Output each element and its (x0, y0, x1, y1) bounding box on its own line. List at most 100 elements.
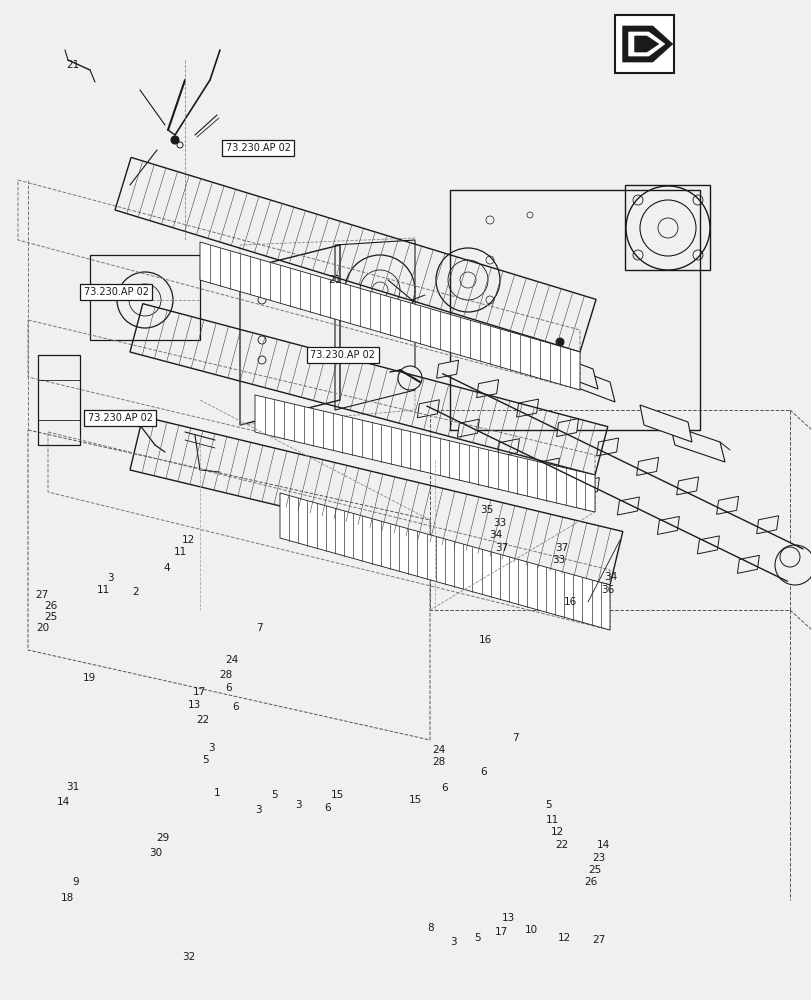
Text: 6: 6 (324, 803, 330, 813)
Polygon shape (697, 536, 719, 554)
Text: 19: 19 (83, 673, 96, 683)
Text: 3: 3 (449, 937, 456, 947)
Text: 73.230.AP 02: 73.230.AP 02 (310, 350, 375, 360)
Circle shape (397, 366, 422, 390)
Text: 34: 34 (603, 572, 616, 582)
Text: 32: 32 (182, 952, 195, 962)
Circle shape (774, 545, 811, 585)
Text: 2: 2 (132, 587, 139, 597)
Text: 14: 14 (57, 797, 70, 807)
Polygon shape (457, 419, 478, 437)
Polygon shape (616, 497, 638, 515)
Text: 17: 17 (495, 927, 508, 937)
Text: 6: 6 (441, 783, 448, 793)
Polygon shape (639, 405, 691, 442)
Text: 12: 12 (182, 535, 195, 545)
Circle shape (564, 351, 571, 359)
Polygon shape (564, 365, 614, 402)
Text: 17: 17 (192, 687, 205, 697)
Text: 22: 22 (555, 840, 568, 850)
Text: 16: 16 (563, 597, 576, 607)
Text: 12: 12 (550, 827, 563, 837)
Text: 6: 6 (225, 683, 232, 693)
Polygon shape (669, 425, 724, 462)
Polygon shape (436, 360, 458, 378)
Text: 3: 3 (295, 800, 302, 810)
Text: 5: 5 (474, 933, 480, 943)
Text: 6: 6 (479, 767, 486, 777)
Text: 26: 26 (584, 877, 597, 887)
Text: 25: 25 (45, 612, 58, 622)
Bar (615, 15, 673, 73)
Text: 73.230.AP 02: 73.230.AP 02 (225, 143, 290, 153)
Text: 23: 23 (592, 853, 605, 863)
Text: 15: 15 (409, 795, 422, 805)
Text: 28: 28 (219, 670, 232, 680)
Polygon shape (736, 555, 758, 573)
Polygon shape (577, 478, 599, 496)
Text: 22: 22 (196, 715, 209, 725)
Text: 11: 11 (545, 815, 558, 825)
Text: 29: 29 (156, 833, 169, 843)
Text: 7: 7 (256, 623, 263, 633)
Text: 20: 20 (36, 623, 49, 633)
Text: 33: 33 (551, 555, 564, 565)
Text: 3: 3 (255, 805, 261, 815)
Text: 27: 27 (36, 590, 49, 600)
Text: 24: 24 (431, 745, 444, 755)
Text: 21: 21 (328, 275, 341, 285)
Text: 1: 1 (214, 788, 221, 798)
Text: 7: 7 (512, 733, 518, 743)
Text: 8: 8 (427, 923, 433, 933)
Text: 26: 26 (45, 601, 58, 611)
Polygon shape (255, 395, 594, 512)
Text: 4: 4 (163, 563, 169, 573)
Text: 9: 9 (72, 877, 79, 887)
Polygon shape (596, 438, 618, 456)
Text: 11: 11 (174, 547, 187, 557)
Text: 10: 10 (525, 925, 538, 935)
Polygon shape (622, 26, 672, 62)
Polygon shape (628, 32, 664, 56)
Polygon shape (280, 493, 609, 630)
Polygon shape (547, 352, 597, 389)
Text: 12: 12 (557, 933, 570, 943)
Text: 33: 33 (493, 518, 506, 528)
Text: 21: 21 (67, 60, 79, 70)
Polygon shape (516, 399, 538, 417)
Polygon shape (756, 516, 778, 534)
Circle shape (556, 338, 564, 346)
Text: 35: 35 (480, 505, 493, 515)
Circle shape (171, 136, 178, 144)
Text: 73.230.AP 02: 73.230.AP 02 (84, 287, 148, 297)
Polygon shape (657, 516, 679, 534)
Polygon shape (537, 458, 559, 476)
Text: 27: 27 (592, 935, 605, 945)
Text: 31: 31 (67, 782, 79, 792)
Text: 5: 5 (271, 790, 277, 800)
Text: 13: 13 (501, 913, 514, 923)
Polygon shape (556, 419, 578, 437)
Text: 73.230.AP 02: 73.230.AP 02 (88, 413, 152, 423)
Text: 28: 28 (431, 757, 444, 767)
Text: 24: 24 (225, 655, 238, 665)
Text: 37: 37 (555, 543, 568, 553)
Text: 3: 3 (107, 573, 114, 583)
Polygon shape (716, 496, 738, 514)
Text: 16: 16 (478, 635, 491, 645)
Text: 5: 5 (544, 800, 551, 810)
Text: 30: 30 (149, 848, 162, 858)
Text: 37: 37 (495, 543, 508, 553)
Polygon shape (634, 36, 658, 52)
Text: 34: 34 (488, 530, 501, 540)
Polygon shape (636, 457, 658, 475)
Polygon shape (417, 400, 439, 418)
Polygon shape (676, 477, 697, 495)
Bar (624, 185, 709, 270)
Text: 13: 13 (188, 700, 201, 710)
Text: 11: 11 (97, 585, 110, 595)
Polygon shape (497, 439, 519, 457)
Text: 18: 18 (61, 893, 74, 903)
Text: 14: 14 (596, 840, 609, 850)
Text: 15: 15 (330, 790, 343, 800)
